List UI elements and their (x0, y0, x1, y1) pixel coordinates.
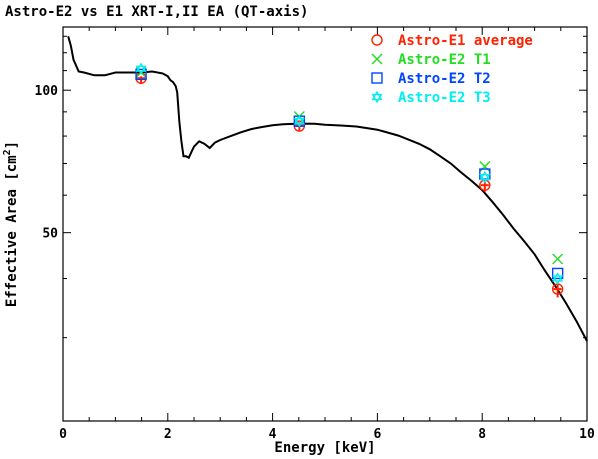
y-axis-label-main: Effective Area [cm (4, 155, 20, 307)
legend: Astro-E1 average Astro-E2 T1 Astro-E2 T2 As… (371, 33, 533, 106)
legend-marker (371, 53, 383, 65)
x-tick-label: 0 (59, 427, 67, 442)
x-tick-label: 8 (478, 427, 486, 442)
y-tick-label: 100 (35, 84, 59, 99)
y-axis-label: Effective Area [cm2] (2, 141, 20, 307)
x-tick-label: 6 (373, 427, 381, 442)
tick-labels: 0 2 4 6 8 10 50 100 (35, 84, 595, 442)
data-point (479, 160, 491, 172)
legend-label: Astro-E2 T3 (398, 90, 491, 106)
plot-frame (62, 26, 588, 422)
x-tick-label: 4 (269, 427, 277, 442)
data-point (135, 68, 147, 81)
x-axis-label: Energy [keV] (274, 440, 375, 456)
chart-title: Astro-E2 vs E1 XRT-I,II EA (QT-axis) (5, 4, 308, 20)
data-point (552, 272, 564, 285)
x-tick-label: 2 (164, 427, 172, 442)
effective-area-curve (67, 36, 588, 342)
y-axis-label-superscript: 2 (2, 149, 13, 155)
y-axis-label-end: ] (4, 141, 20, 149)
legend-label: Astro-E2 T2 (398, 71, 491, 87)
legend-marker (371, 72, 383, 84)
legend-label: Astro-E1 average (398, 33, 533, 49)
data-point (551, 267, 564, 280)
data-markers (135, 62, 564, 298)
data-point (135, 62, 147, 76)
axis-ticks (62, 27, 588, 422)
y-tick-label: 50 (42, 227, 58, 242)
x-tick-label: 10 (579, 427, 595, 442)
legend-marker (371, 34, 383, 46)
data-point (479, 170, 491, 184)
data-point (293, 114, 305, 128)
legend-label: Astro-E2 T1 (398, 52, 491, 68)
legend-marker (371, 90, 383, 104)
data-point (552, 253, 564, 265)
